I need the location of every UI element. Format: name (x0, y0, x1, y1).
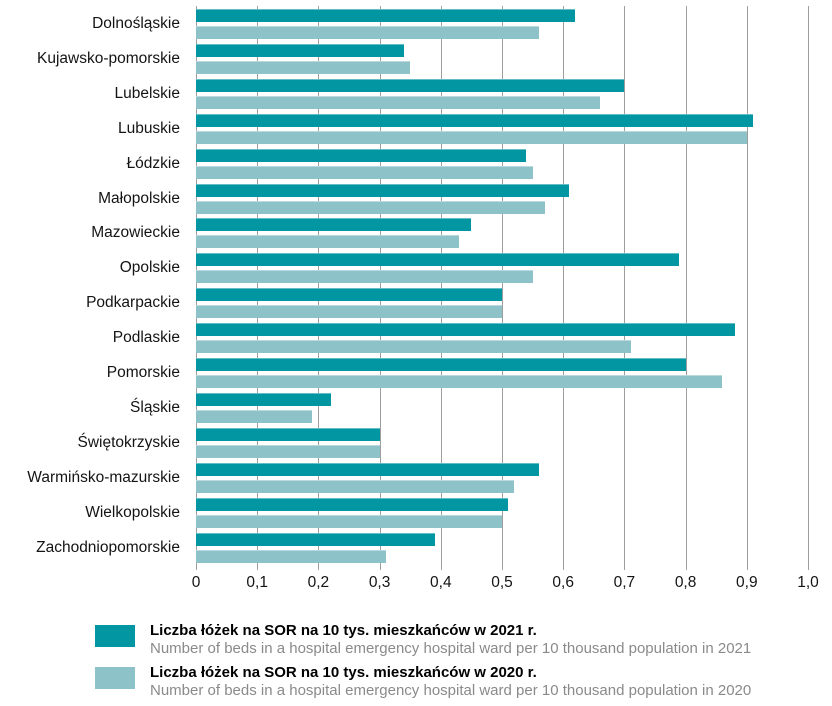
legend-swatch-2020 (95, 667, 135, 689)
category-label-warmińsko-mazurskie: Warmińsko-mazurskie (27, 468, 180, 486)
category-label-dolnośląskie: Dolnośląskie (92, 15, 180, 32)
category-label-podlaskie: Podlaskie (112, 329, 180, 347)
bar-2020-podlaskie (196, 340, 631, 354)
bar-2021-opolskie (196, 253, 679, 267)
category-label-małopolskie: Małopolskie (98, 189, 180, 207)
category-label-zachodniopomorskie: Zachodniopomorskie (36, 538, 180, 556)
bar-2021-podlaskie (196, 323, 735, 337)
bar-2020-łódzkie (196, 165, 533, 179)
category-label-podkarpackie: Podkarpackie (86, 294, 180, 312)
bar-2020-wielkopolskie (196, 514, 502, 528)
bar-2020-mazowieckie (196, 235, 459, 249)
bar-2020-pomorskie (196, 375, 722, 388)
gridline-x-0.1 (257, 6, 259, 570)
bar-2021-wielkopolskie (196, 497, 508, 511)
category-label-opolskie: Opolskie (119, 259, 180, 277)
category-label-mazowieckie: Mazowieckie (91, 224, 180, 242)
x-tick-label-0,2: 0,2 (307, 574, 330, 591)
x-tick-label-0,5: 0,5 (491, 574, 513, 591)
plot-area (196, 6, 809, 570)
bar-2020-świętokrzyskie (196, 444, 380, 458)
bar-2020-zachodniopomorskie (196, 549, 386, 563)
bar-2021-śląskie (196, 392, 331, 406)
bar-2021-mazowieckie (196, 218, 471, 232)
bar-2020-podkarpackie (196, 305, 502, 319)
x-tick-label-0,8: 0,8 (674, 574, 697, 591)
bar-2021-łódzkie (196, 148, 526, 162)
gridline-x-0.9 (746, 6, 748, 570)
legend-entry-2020: Liczba łóżek na SOR na 10 tys. mieszkańc… (95, 664, 751, 700)
gridline-x-0.6 (563, 6, 565, 570)
bar-2021-zachodniopomorskie (196, 532, 435, 546)
bar-2021-małopolskie (196, 183, 569, 197)
category-label-wielkopolskie: Wielkopolskie (85, 503, 180, 521)
x-tick-label-0,3: 0,3 (368, 574, 391, 591)
bar-2020-lubelskie (196, 95, 600, 109)
bar-2020-małopolskie (196, 200, 545, 214)
bar-2021-lubelskie (196, 78, 624, 92)
legend-label-2021-en: Number of beds in a hospital emergency h… (150, 640, 752, 657)
bar-2021-dolnośląskie (196, 9, 575, 22)
x-tick-label-0,9: 0,9 (736, 574, 758, 591)
x-tick-label-1,0: 1,0 (797, 574, 819, 591)
category-label-śląskie: Śląskie (130, 398, 180, 416)
gridline-x-0.4 (440, 6, 442, 570)
gridline-x-1 (808, 6, 809, 570)
bar-2020-kujawsko-pomorskie (196, 60, 410, 74)
gridline-x-0 (196, 6, 197, 570)
bar-2020-dolnośląskie (196, 26, 539, 39)
x-tick-label-0,7: 0,7 (613, 574, 636, 591)
bar-2021-pomorskie (196, 358, 686, 371)
category-label-łódzkie: Łódzkie (126, 154, 180, 172)
bar-2020-lubuskie (196, 130, 747, 144)
category-label-kujawsko-pomorskie: Kujawsko-pomorskie (37, 49, 180, 67)
bar-2021-lubuskie (196, 113, 753, 127)
gridline-x-0.3 (379, 6, 381, 570)
bar-2020-opolskie (196, 270, 533, 284)
category-label-lubelskie: Lubelskie (114, 84, 181, 102)
category-label-pomorskie: Pomorskie (106, 364, 180, 381)
legend-label-2020-en: Number of beds in a hospital emergency h… (150, 682, 752, 699)
category-label-świętokrzyskie: Świętokrzyskie (77, 433, 181, 451)
category-axis: Dolnośląskie Kujawsko-pomorskie Lubelskie L… (0, 0, 188, 570)
x-tick-label-0,4: 0,4 (430, 574, 452, 591)
gridline-x-0.7 (624, 6, 626, 570)
bar-2021-podkarpackie (196, 288, 502, 302)
bar-2020-warmińsko-mazurskie (196, 479, 514, 493)
gridline-x-0.8 (685, 6, 687, 570)
legend-label-2021-pl: Liczba łóżek na SOR na 10 tys. mieszkańc… (150, 622, 537, 639)
x-tick-label-0,1: 0,1 (246, 574, 268, 591)
legend-entry-2021: Liczba łóżek na SOR na 10 tys. mieszkańc… (95, 622, 751, 658)
bar-2021-kujawsko-pomorskie (196, 43, 404, 57)
x-tick-label-0: 0 (191, 574, 201, 591)
bar-2021-świętokrzyskie (196, 427, 380, 441)
gridline-x-0.2 (318, 6, 320, 570)
gridline-x-0.5 (502, 6, 503, 570)
legend-swatch-2021 (95, 625, 135, 647)
bar-2021-warmińsko-mazurskie (196, 462, 539, 476)
category-label-lubuskie: Lubuskie (117, 119, 180, 137)
legend-label-2020-pl: Liczba łóżek na SOR na 10 tys. mieszkańc… (150, 664, 537, 681)
x-tick-label-0,6: 0,6 (552, 574, 574, 591)
bar-2020-śląskie (196, 409, 312, 423)
